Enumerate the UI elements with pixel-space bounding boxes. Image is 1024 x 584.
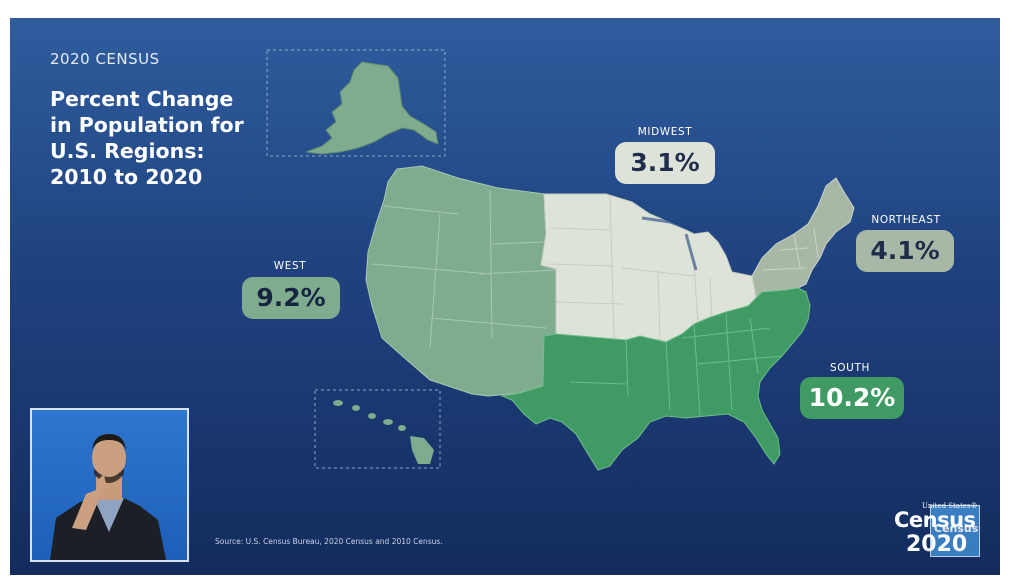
census-slide: 2020 CENSUS Percent Change in Population… — [10, 18, 1000, 575]
interpreter-figure — [50, 434, 166, 560]
census-kicker: 2020 CENSUS — [50, 50, 160, 68]
west-label: WEST — [273, 260, 307, 272]
midwest-label: MIDWEST — [637, 126, 693, 138]
title-line: 2010 to 2020 — [50, 165, 203, 189]
south-state-borders — [569, 313, 783, 417]
south-value-badge: 10.2% — [800, 377, 904, 419]
northeast-region-shape — [751, 177, 855, 300]
west-state-borders — [371, 189, 557, 349]
logo-census-word: Census — [894, 508, 976, 532]
hawaii-inset-box — [314, 389, 441, 469]
south-label: SOUTH — [830, 362, 870, 374]
alaska-shape — [305, 61, 439, 155]
midwest-value-badge: 3.1% — [615, 142, 715, 184]
interpreter-video — [30, 408, 189, 562]
logo-tile-text: Census — [934, 522, 979, 535]
south-region-shape — [500, 287, 811, 471]
source-note: Source: U.S. Census Bureau, 2020 Census … — [215, 537, 443, 546]
logo-united-states: United States® — [922, 502, 978, 510]
title-line: U.S. Regions: — [50, 139, 205, 163]
hawaii-shape — [333, 400, 434, 464]
alaska-inset-box — [266, 49, 446, 157]
northeast-value-badge: 4.1% — [856, 230, 954, 272]
page-title: Percent Change in Population for U.S. Re… — [50, 86, 260, 190]
northeast-label: NORTHEAST — [871, 214, 941, 226]
title-line: Percent Change — [50, 87, 234, 111]
logo-tile: Census — [930, 505, 980, 557]
great-lakes — [641, 216, 698, 271]
logo-year: 2020 — [906, 532, 968, 557]
us-regions-map — [266, 49, 855, 471]
west-value-badge: 9.2% — [242, 277, 340, 319]
census-2020-logo: Census United States® Census 2020 — [892, 502, 986, 564]
midwest-state-borders — [547, 195, 713, 341]
title-line: in Population for — [50, 113, 244, 137]
northeast-state-borders — [761, 227, 819, 271]
west-region-shape — [365, 165, 557, 397]
